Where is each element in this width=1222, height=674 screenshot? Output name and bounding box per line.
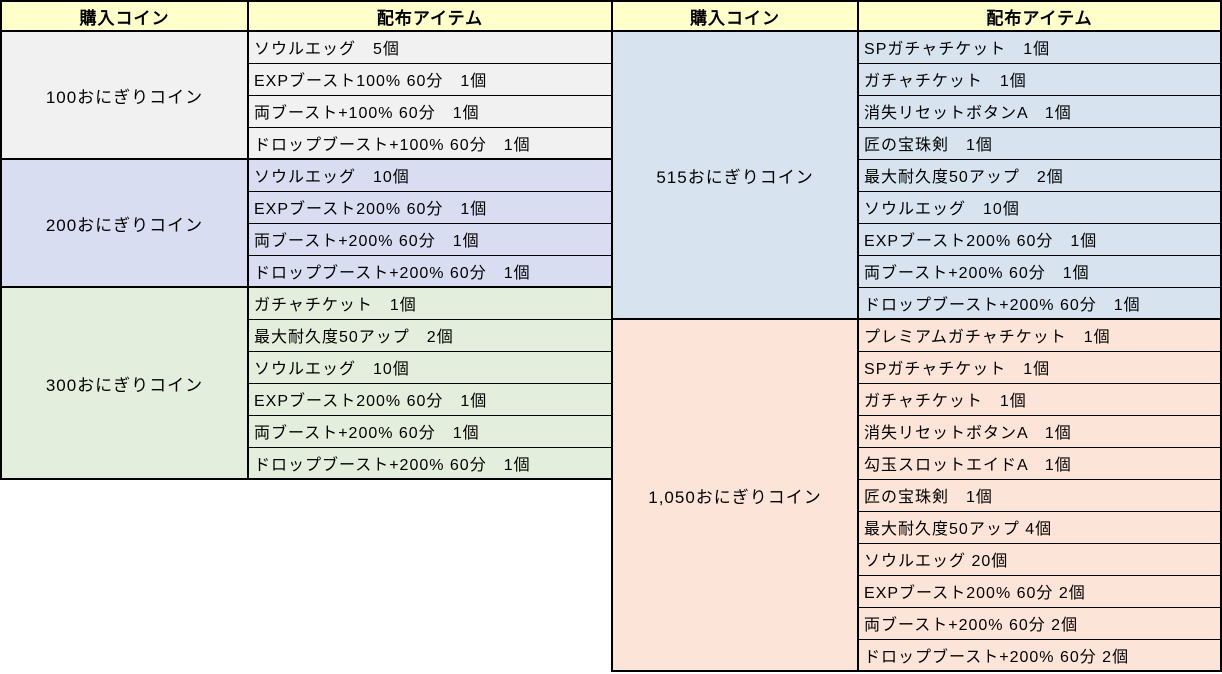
purchase-coin-header: 購入コイン: [611, 0, 860, 32]
item-cell: 最大耐久度50アップ 2個: [247, 318, 613, 352]
table-row: 勾玉スロットエイドA 1個: [612, 446, 1222, 480]
item-cell: ソウルエッグ 10個: [247, 158, 613, 192]
table-row: EXPブースト200% 60分 1個: [1, 382, 613, 416]
item-cell: ソウルエッグ 10個: [247, 350, 613, 384]
table-row: 300おにぎりコイン ガチャチケット 1個: [0, 286, 613, 480]
purchase-coin-header: 購入コイン: [0, 0, 249, 32]
table-row: 消失リセットボタンA 1個: [612, 94, 1222, 128]
item-cell: ソウルエッグ 20個: [857, 542, 1222, 576]
item-cell: ドロップブースト+200% 60分 1個: [247, 254, 613, 288]
item-cell: EXPブースト200% 60分 2個: [857, 574, 1222, 608]
table-row: 最大耐久度50アップ 2個: [1, 318, 613, 352]
item-cell: EXPブースト200% 60分 1個: [247, 382, 613, 416]
item-cell: 匠の宝珠剣 1個: [857, 126, 1222, 160]
item-cell: 消失リセットボタンA 1個: [857, 94, 1222, 128]
table-row: 消失リセットボタンA 1個: [612, 414, 1222, 448]
table-row: 両ブースト+200% 60分 1個: [1, 414, 613, 448]
table-row: ドロップブースト+200% 60分 1個: [1, 254, 613, 288]
item-cell: ガチャチケット 1個: [247, 286, 613, 320]
table-row: 両ブースト+200% 60分 1個: [1, 222, 613, 256]
item-cell: ドロップブースト+200% 60分 2個: [857, 638, 1222, 672]
coin-group-cell: 200おにぎりコイン: [0, 158, 249, 288]
item-cell: EXPブースト200% 60分 1個: [247, 190, 613, 224]
table-row: 200おにぎりコイン ソウルエッグ 10個: [0, 158, 613, 288]
table-row: 匠の宝珠剣 1個: [612, 126, 1222, 160]
table-row: ドロップブースト+200% 60分 1個: [1, 446, 613, 480]
table-row: ガチャチケット 1個: [612, 382, 1222, 416]
item-cell: SPガチャチケット 1個: [857, 350, 1222, 384]
item-cell: ソウルエッグ 5個: [247, 30, 613, 64]
distributed-items-header: 配布アイテム: [247, 0, 613, 32]
coin-group-cell: 100おにぎりコイン: [0, 30, 249, 160]
table-row: ソウルエッグ 10個: [1, 350, 613, 384]
table-row: ソウルエッグ 10個: [612, 190, 1222, 224]
table-row: 匠の宝珠剣 1個: [612, 478, 1222, 512]
table-row: 515おにぎりコイン SPガチャチケット 1個: [611, 30, 1222, 320]
item-cell: 最大耐久度50アップ 2個: [857, 158, 1222, 192]
table-row: EXPブースト200% 60分 2個: [612, 574, 1222, 608]
header-row: 購入コイン 配布アイテム: [611, 0, 1222, 32]
header-row: 購入コイン 配布アイテム: [0, 0, 613, 32]
item-cell: SPガチャチケット 1個: [857, 30, 1222, 64]
item-cell: 消失リセットボタンA 1個: [857, 414, 1222, 448]
item-cell: 両ブースト+200% 60分 1個: [247, 414, 613, 448]
table-row: 最大耐久度50アップ 4個: [612, 510, 1222, 544]
item-cell: 匠の宝珠剣 1個: [857, 478, 1222, 512]
item-cell: ガチャチケット 1個: [857, 62, 1222, 96]
table-row: 両ブースト+200% 60分 1個: [612, 254, 1222, 288]
distributed-items-header: 配布アイテム: [857, 0, 1222, 32]
item-cell: 最大耐久度50アップ 4個: [857, 510, 1222, 544]
table-row: 1,050おにぎりコイン プレミアムガチャチケット 1個: [611, 318, 1222, 672]
table-row: 最大耐久度50アップ 2個: [612, 158, 1222, 192]
item-cell: 勾玉スロットエイドA 1個: [857, 446, 1222, 480]
table-row: EXPブースト100% 60分 1個: [1, 62, 613, 96]
item-cell: 両ブースト+200% 60分 1個: [857, 254, 1222, 288]
item-cell: ドロップブースト+100% 60分 1個: [247, 126, 613, 160]
coin-group-cell: 300おにぎりコイン: [0, 286, 249, 480]
table-row: SPガチャチケット 1個: [612, 350, 1222, 384]
item-cell: ガチャチケット 1個: [857, 382, 1222, 416]
table-row: ソウルエッグ 20個: [612, 542, 1222, 576]
table-row: EXPブースト200% 60分 1個: [1, 190, 613, 224]
rewards-table-right: 購入コイン 配布アイテム 515おにぎりコイン SPガチャチケット 1個 ガチャ…: [611, 0, 1222, 672]
item-cell: 両ブースト+200% 60分 1個: [247, 222, 613, 256]
item-cell: プレミアムガチャチケット 1個: [857, 318, 1222, 352]
table-row: ドロップブースト+200% 60分 1個: [612, 286, 1222, 320]
table-row: 100おにぎりコイン ソウルエッグ 5個: [0, 30, 613, 160]
item-cell: 両ブースト+100% 60分 1個: [247, 94, 613, 128]
coin-group-cell: 1,050おにぎりコイン: [611, 318, 860, 672]
coin-group-cell: 515おにぎりコイン: [611, 30, 860, 320]
table-row: ドロップブースト+200% 60分 2個: [612, 638, 1222, 672]
item-cell: ソウルエッグ 10個: [857, 190, 1222, 224]
item-cell: ドロップブースト+200% 60分 1個: [857, 286, 1222, 320]
item-cell: ドロップブースト+200% 60分 1個: [247, 446, 613, 480]
item-cell: 両ブースト+200% 60分 2個: [857, 606, 1222, 640]
rewards-table-left: 購入コイン 配布アイテム 100おにぎりコイン ソウルエッグ 5個 EXPブース…: [0, 0, 613, 480]
item-cell: EXPブースト100% 60分 1個: [247, 62, 613, 96]
item-cell: EXPブースト200% 60分 1個: [857, 222, 1222, 256]
